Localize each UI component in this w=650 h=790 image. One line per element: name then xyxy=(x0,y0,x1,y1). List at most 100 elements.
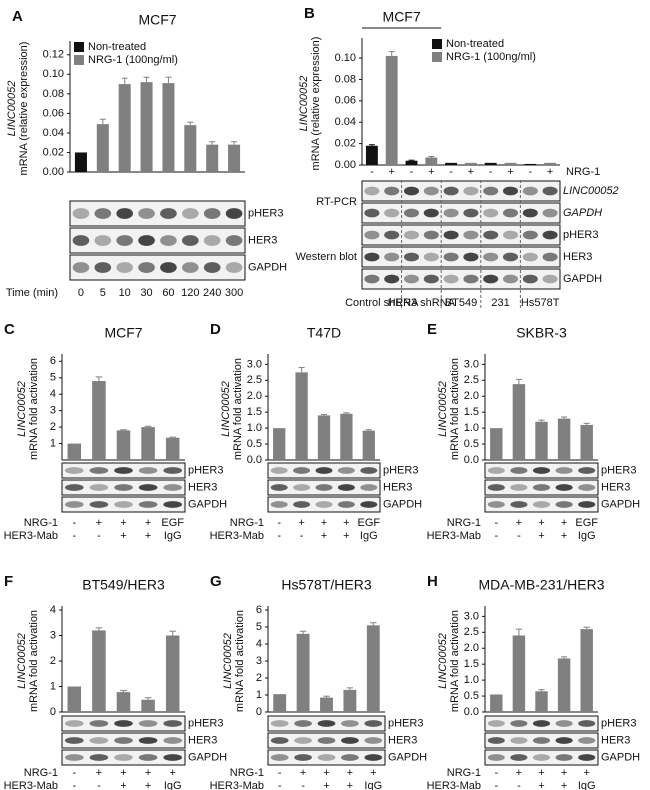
treatment-mark: - xyxy=(72,530,76,542)
blot-label: pHER3 xyxy=(248,207,283,219)
blot-band xyxy=(443,252,459,262)
blot-band xyxy=(510,501,528,508)
x-tick-label: 231 xyxy=(491,297,509,309)
x-tick-label: 0 xyxy=(78,287,84,299)
treatment-mark: + xyxy=(538,517,544,529)
treatment-mark: - xyxy=(277,530,281,542)
y-tick-label: 0.5 xyxy=(464,438,479,450)
blot-band xyxy=(341,754,359,761)
blot-band xyxy=(502,208,519,218)
blot-band xyxy=(138,720,158,727)
blot-band xyxy=(483,252,499,262)
y-tick-label: 0.08 xyxy=(335,73,356,85)
blot-band xyxy=(364,737,383,744)
blot-band xyxy=(403,208,420,218)
treatment-mark: - xyxy=(494,767,498,779)
blot-band xyxy=(532,720,551,727)
y-tick-label: 0.0 xyxy=(464,454,479,466)
y-tick-label: 2.0 xyxy=(464,390,479,402)
blot-band xyxy=(182,262,199,273)
bar xyxy=(366,625,380,712)
y-axis-label: mRNA (relative expression) xyxy=(18,42,30,176)
blot-band xyxy=(163,484,183,491)
blot-label: HER3 xyxy=(601,481,630,493)
y-tick-label: 5 xyxy=(50,372,56,384)
y-tick-label: 1 xyxy=(50,437,56,449)
treatment-mark: + xyxy=(321,530,327,542)
bar xyxy=(116,430,131,460)
blot-band xyxy=(114,737,133,744)
treatment-mark: IgG xyxy=(164,780,182,790)
blot-frame xyxy=(484,496,599,513)
y-axis-label: LINC00052 xyxy=(16,381,28,437)
blot-band xyxy=(542,274,558,284)
blot-band xyxy=(89,467,109,474)
y-axis-label: LINC00052 xyxy=(437,381,449,437)
blot-label: GAPDH xyxy=(188,751,227,763)
panel-title: SKBR-3 xyxy=(516,325,567,341)
bar xyxy=(206,144,219,172)
panel-title: T47D xyxy=(307,325,341,341)
blot-band xyxy=(270,501,288,508)
blot-band xyxy=(160,208,177,219)
legend-label: NRG-1 (100ng/ml) xyxy=(88,54,178,66)
bar xyxy=(464,162,477,165)
bar xyxy=(362,430,375,460)
treatment-mark: + xyxy=(96,517,102,529)
bar xyxy=(557,658,571,712)
panel-letter: B xyxy=(304,5,315,22)
blot-band xyxy=(384,230,400,240)
y-tick-label: 0.02 xyxy=(43,146,64,158)
blot-frame xyxy=(361,180,561,202)
blot-band xyxy=(364,720,383,727)
x-tick-label: 300 xyxy=(225,287,243,299)
x-tick-label: 120 xyxy=(181,287,199,299)
blot-band xyxy=(315,484,333,491)
blot-label: HER3 xyxy=(188,481,217,493)
blot-band xyxy=(403,252,420,262)
treatment-mark: - xyxy=(449,166,453,178)
y-tick-label: 0.5 xyxy=(464,690,479,702)
blot-band xyxy=(542,186,558,196)
section-label: Western blot xyxy=(295,251,357,263)
treatment-mark: + xyxy=(538,767,544,779)
y-tick-label: 1 xyxy=(50,680,56,692)
blot-band xyxy=(555,484,573,491)
blot-band xyxy=(270,754,289,761)
treatment-mark: + xyxy=(300,767,306,779)
y-tick-label: 1.0 xyxy=(464,674,479,686)
blot-band xyxy=(94,262,112,273)
bar xyxy=(365,145,378,165)
blot-label: GAPDH xyxy=(188,498,227,510)
blot-band xyxy=(160,235,177,246)
bar xyxy=(490,694,503,712)
section-label: RT-PCR xyxy=(316,196,357,208)
blot-frame xyxy=(61,496,186,513)
blot-band xyxy=(360,501,378,508)
y-axis-label: mRNA (relative expression) xyxy=(310,37,322,171)
treatment-mark: + xyxy=(145,780,151,790)
blot-label: HER3 xyxy=(601,734,630,746)
blot-band xyxy=(64,737,84,744)
treatment-mark: + xyxy=(120,767,126,779)
x-axis-label: Time (min) xyxy=(6,287,58,299)
blot-band xyxy=(510,754,528,761)
y-tick-label: 3.0 xyxy=(464,610,479,622)
legend-label: Non-treated xyxy=(446,38,504,50)
bar xyxy=(296,633,310,712)
blot-band xyxy=(384,252,400,262)
blot-band xyxy=(64,720,84,727)
blot-frame xyxy=(69,227,246,254)
x-tick-label: 60 xyxy=(162,287,174,299)
treatment-label: NRG-1 xyxy=(447,767,481,779)
bar xyxy=(320,697,333,712)
bar xyxy=(228,144,241,172)
treatment-mark: + xyxy=(96,767,102,779)
treatment-mark: EGF xyxy=(357,517,380,529)
y-tick-label: 1.5 xyxy=(464,658,479,670)
bar xyxy=(165,437,180,460)
treatment-mark: IgG xyxy=(164,530,182,542)
blot-band xyxy=(138,467,158,474)
blot-band xyxy=(317,737,336,744)
bar xyxy=(557,418,571,460)
